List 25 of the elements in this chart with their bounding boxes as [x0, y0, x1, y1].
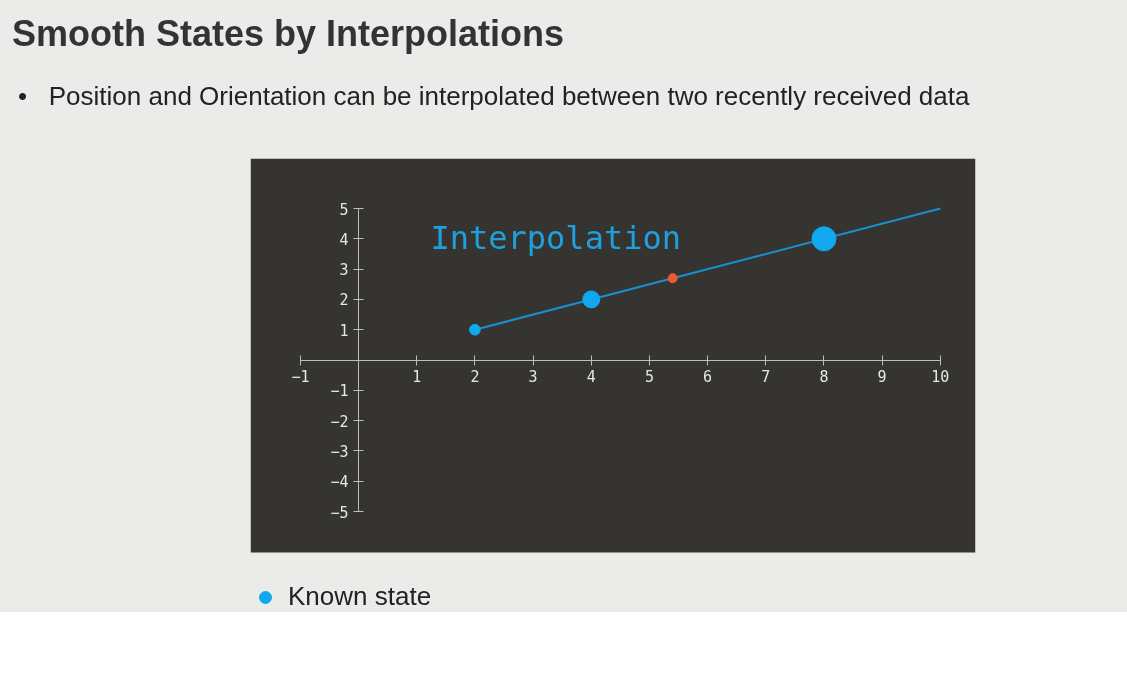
chart-subtitle: • Position and Orientation can be interpolated between two recently received data: [18, 80, 970, 113]
y-tick-label: −1: [330, 382, 349, 401]
x-tick-label: 3: [528, 368, 538, 387]
x-tick-label: 10: [931, 368, 950, 387]
y-tick-label: 5: [339, 200, 349, 219]
y-tick-label: −5: [330, 503, 349, 522]
y-tick-label: 1: [339, 321, 349, 340]
y-tick-label: −2: [330, 412, 349, 431]
legend-label: Known state: [288, 581, 432, 612]
y-tick-label: −3: [330, 442, 349, 461]
x-tick-label: 6: [703, 368, 713, 387]
x-tick-label: 9: [877, 368, 887, 387]
x-tick-label: 4: [586, 368, 596, 387]
y-tick-label: 2: [339, 291, 349, 310]
annotation: Interpolation: [430, 218, 681, 257]
y-tick-label: −4: [330, 473, 349, 492]
x-tick-label: 2: [470, 368, 480, 387]
x-tick-label: 1: [412, 368, 422, 387]
chart-title: Smooth States by Interpolations: [12, 12, 565, 56]
y-tick-label: 4: [339, 230, 349, 249]
x-tick-label: 5: [644, 368, 654, 387]
y-tick-label: 3: [339, 261, 349, 280]
x-tick-label: 7: [761, 368, 771, 387]
x-tick-label: −1: [291, 368, 310, 387]
x-tick-label: 8: [819, 368, 829, 387]
